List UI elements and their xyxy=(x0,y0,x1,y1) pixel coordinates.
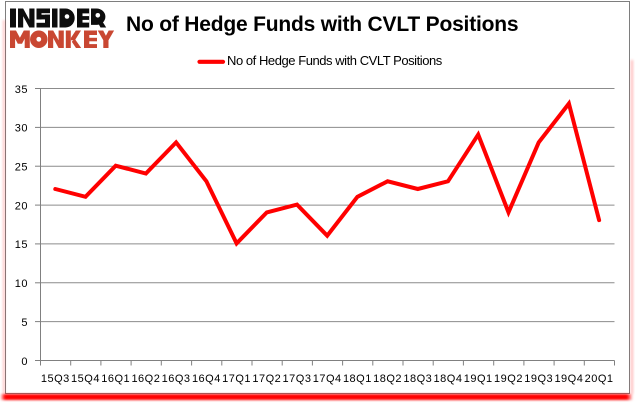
svg-text:19Q3: 19Q3 xyxy=(524,373,553,385)
svg-text:16Q3: 16Q3 xyxy=(162,373,191,385)
svg-text:17Q2: 17Q2 xyxy=(252,373,281,385)
svg-text:25: 25 xyxy=(15,162,28,174)
svg-text:0: 0 xyxy=(21,356,28,368)
svg-text:17Q1: 17Q1 xyxy=(222,373,251,385)
svg-text:30: 30 xyxy=(15,123,28,135)
svg-text:10: 10 xyxy=(15,278,28,290)
svg-text:16Q1: 16Q1 xyxy=(101,373,130,385)
svg-text:15Q3: 15Q3 xyxy=(41,373,70,385)
svg-text:18Q3: 18Q3 xyxy=(403,373,432,385)
svg-text:17Q4: 17Q4 xyxy=(313,373,342,385)
svg-text:17Q3: 17Q3 xyxy=(283,373,312,385)
svg-text:20Q1: 20Q1 xyxy=(585,373,614,385)
svg-text:35: 35 xyxy=(15,84,28,96)
svg-text:18Q1: 18Q1 xyxy=(343,373,372,385)
svg-text:19Q1: 19Q1 xyxy=(464,373,493,385)
svg-text:15: 15 xyxy=(15,239,28,251)
svg-text:16Q4: 16Q4 xyxy=(192,373,221,385)
svg-text:19Q4: 19Q4 xyxy=(554,373,583,385)
svg-text:16Q2: 16Q2 xyxy=(131,373,160,385)
svg-text:18Q2: 18Q2 xyxy=(373,373,402,385)
svg-text:5: 5 xyxy=(21,317,28,329)
svg-text:15Q4: 15Q4 xyxy=(71,373,100,385)
svg-text:18Q4: 18Q4 xyxy=(434,373,463,385)
svg-text:19Q2: 19Q2 xyxy=(494,373,523,385)
svg-text:20: 20 xyxy=(15,200,28,212)
